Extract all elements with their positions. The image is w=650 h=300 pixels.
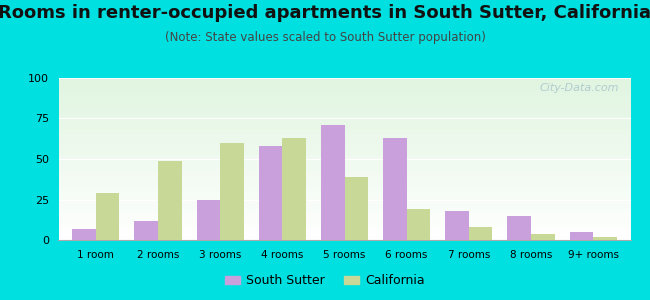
Bar (282, 138, 306, 240)
Bar (344, 177, 368, 240)
Bar (158, 160, 181, 240)
Legend: South Sutter, California: South Sutter, California (220, 269, 430, 292)
Text: City-Data.com: City-Data.com (540, 83, 619, 93)
Bar (196, 200, 220, 240)
Bar (135, 220, 158, 240)
Bar (469, 227, 493, 240)
Bar (508, 216, 531, 240)
Bar (569, 232, 593, 240)
Bar (259, 146, 282, 240)
Bar (96, 193, 120, 240)
Bar (445, 211, 469, 240)
Bar (531, 233, 554, 240)
Text: (Note: State values scaled to South Sutter population): (Note: State values scaled to South Sutt… (164, 32, 486, 44)
Bar (72, 229, 96, 240)
Bar (220, 143, 244, 240)
Bar (407, 209, 430, 240)
Bar (383, 138, 407, 240)
Bar (593, 237, 617, 240)
Bar (321, 125, 345, 240)
Text: Rooms in renter-occupied apartments in South Sutter, California: Rooms in renter-occupied apartments in S… (0, 4, 650, 22)
